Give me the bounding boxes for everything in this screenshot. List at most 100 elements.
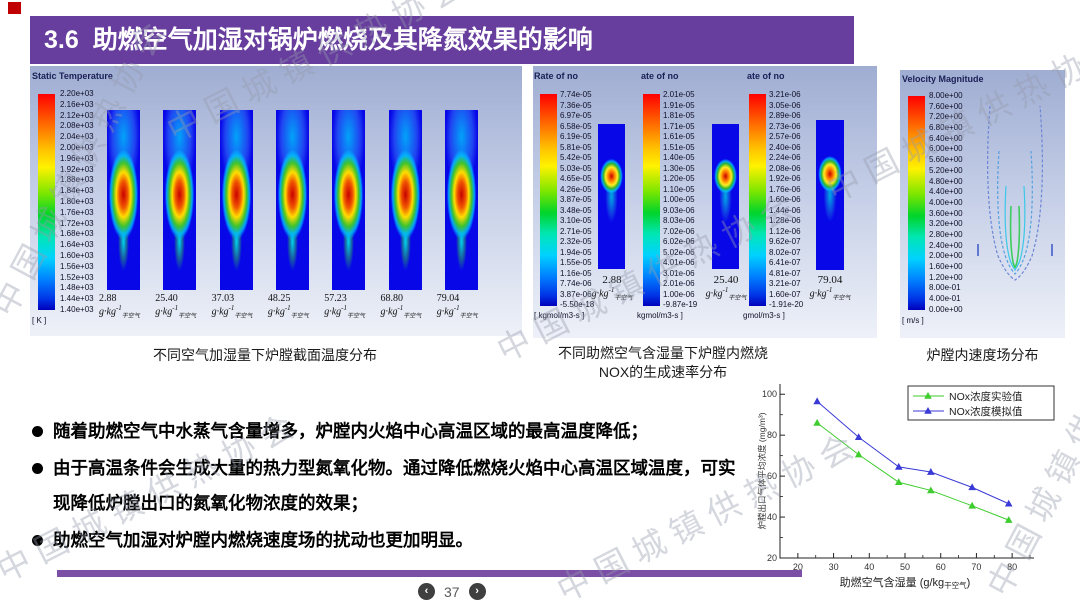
colorbar-tick-label: 1.76e+03	[60, 207, 94, 217]
colorbar-tick-label: 3.48e-05	[560, 205, 592, 215]
colorbar-tick-label: 1.28e-06	[769, 216, 801, 225]
humidity-value-label: 2.88 g·kg-1干空气	[99, 293, 140, 320]
section-number: 3.6	[44, 26, 79, 54]
slide-pager: ‹ 37 ›	[418, 583, 486, 600]
colorbar-tick-label: 2.00e+00	[929, 251, 963, 261]
data-point-marker	[1004, 516, 1013, 523]
y-tick-label: 100	[762, 389, 777, 399]
streamline-outer	[987, 105, 1043, 281]
colorbar-tick-label: 1.61e-05	[663, 132, 695, 141]
velocity-colorbar-scale: 8.00e+00 7.60e+00 7.20e+00 6.80e+00 6.40e+00…	[929, 92, 963, 314]
colorbar-tick-label: 6.58e-05	[560, 121, 592, 131]
x-tick-label: 60	[936, 562, 946, 572]
colorbar-title: ate of no	[747, 71, 785, 81]
colorbar-tick-label: 4.80e+00	[929, 176, 963, 186]
colorbar-tick-label: 1.64e+03	[60, 240, 94, 250]
colorbar-tick-label: 6.00e+00	[929, 144, 963, 154]
colorbar-tick-label: 6.80e+00	[929, 123, 963, 133]
bullet-icon	[32, 535, 43, 546]
bullet-item: 由于高温条件会生成大量的热力型氮氧化物。通过降低燃烧火焰中心高温区域温度，可实现…	[30, 451, 752, 521]
colorbar-tick-label: 1.56e+03	[60, 261, 94, 271]
colorbar-tick-label: -1.91e-20	[769, 300, 804, 309]
colorbar-tick-label: 5.42e-05	[560, 153, 592, 162]
colorbar-tick-label: 2.01e-06	[663, 279, 695, 288]
colorbar-tick-label: 3.20e+00	[929, 219, 963, 229]
colorbar-tick-label: 1.12e-06	[769, 226, 801, 236]
prev-slide-button[interactable]: ‹	[418, 583, 435, 600]
x-tick-label: 40	[864, 562, 874, 572]
temperature-colorbar	[38, 94, 55, 310]
colorbar-tick-label: 5.81e-05	[560, 142, 592, 152]
colorbar-tick-label: 3.60e+00	[929, 208, 963, 218]
velocity-streamlines	[977, 105, 1053, 281]
colorbar-tick-label: 2.80e+00	[929, 229, 963, 239]
flame-contour	[163, 110, 197, 290]
colorbar-tick-label: 2.01e-05	[663, 90, 695, 99]
colorbar-tick-label: 6.02e-06	[663, 237, 695, 246]
y-axis-label: 炉膛出口气体平均浓度 (mg/m³)	[757, 412, 767, 529]
colorbar-tick-label: 2.16e+03	[60, 99, 94, 109]
colorbar-tick-label: 1.96e+03	[60, 153, 94, 163]
colorbar-tick-label: 4.40e+00	[929, 187, 963, 197]
corner-red-square	[8, 2, 21, 14]
data-point-marker	[924, 392, 932, 399]
flame-contour	[275, 110, 309, 290]
colorbar-tick-label: 1.20e+00	[929, 272, 963, 282]
colorbar-tick-label: 8.02e-07	[769, 247, 801, 257]
temperature-contour-column: 2.88 g·kg-1干空气	[99, 110, 140, 319]
temperature-contour-column: 68.80 g·kg-1干空气	[381, 110, 422, 319]
colorbar-tick-label: 2.71e-05	[560, 226, 592, 236]
temperature-columns: 2.88 g·kg-1干空气 25.40 g·kg-1干空气 37.03 g·kg-1干空…	[99, 110, 517, 336]
no-rate-colorbar-2	[643, 94, 660, 306]
colorbar-tick-label: 3.87e-05	[560, 195, 592, 204]
x-tick-label: 80	[1007, 562, 1017, 572]
data-point-marker	[927, 468, 935, 475]
temperature-contour-column: 25.40 g·kg-1干空气	[155, 110, 197, 319]
colorbar-tick-label: 1.48e+03	[60, 283, 94, 293]
data-point-marker	[813, 418, 821, 426]
colorbar-tick-label: 9.03e-06	[663, 205, 695, 215]
x-tick-label: 50	[900, 562, 910, 572]
humidity-value-label: 37.03 g·kg-1干空气	[211, 293, 253, 320]
colorbar-tick-label: 1.00e-05	[663, 195, 695, 204]
streamline-mid	[997, 150, 1033, 275]
data-point-marker	[924, 407, 932, 414]
no-rate-contour-column-3	[816, 120, 844, 270]
colorbar-tick-label: 7.74e-05	[560, 90, 592, 99]
colorbar-tick-label: 6.40e+00	[929, 133, 963, 143]
colorbar-tick-label: 4.01e-06	[663, 258, 695, 267]
colorbar-title: Rate of no	[534, 71, 578, 81]
data-point-marker	[927, 486, 935, 494]
humidity-value-label: 68.80 g·kg-1干空气	[380, 293, 422, 320]
colorbar-tick-label: 1.44e+03	[60, 294, 94, 304]
y-tick-label: 80	[767, 430, 777, 440]
colorbar-tick-label: 7.74e-06	[560, 279, 592, 288]
velocity-colorbar-unit: [ m/s ]	[902, 316, 924, 325]
legend-box	[907, 385, 1055, 421]
y-tick-label: 60	[767, 471, 777, 481]
colorbar-tick-label: 5.60e+00	[929, 155, 963, 165]
colorbar-tick-label: 2.32e-05	[560, 237, 592, 246]
colorbar-title: ate of no	[641, 71, 679, 81]
colorbar-tick-label: 1.20e-05	[663, 174, 695, 183]
next-slide-button[interactable]: ›	[468, 583, 486, 600]
colorbar-tick-label: 1.91e-05	[663, 100, 695, 110]
temperature-contour-column: 79.04 g·kg-1干空气	[437, 110, 478, 319]
colorbar-tick-label: 1.44e-06	[769, 205, 801, 215]
no-rate-colorbar-unit-3: gmol/m3-s ]	[743, 311, 785, 320]
velocity-colorbar	[908, 96, 925, 310]
flame-contour	[332, 110, 366, 290]
colorbar-tick-label: 6.41e-07	[769, 258, 801, 267]
colorbar-tick-label: 1.72e+03	[60, 218, 94, 228]
slide-title: 3.6 助燃空气加湿对锅炉燃烧及其降氮效果的影响	[30, 16, 854, 64]
bullet-icon	[32, 426, 43, 437]
legend-label: NOx浓度实验值	[949, 390, 1023, 403]
colorbar-title: Velocity Magnitude	[902, 74, 984, 84]
temperature-colorbar-unit: [ K ]	[32, 316, 47, 325]
x-tick-label: 20	[793, 562, 803, 572]
slide-title-text: 助燃空气加湿对锅炉燃烧及其降氮效果的影响	[92, 26, 593, 54]
colorbar-tick-label: 1.30e-05	[663, 163, 695, 173]
temperature-contour-column: 48.25 g·kg-1干空气	[268, 110, 309, 319]
bullet-text: 助燃空气加湿对炉膛内燃烧速度场的扰动也更加明显。	[53, 530, 473, 550]
x-tick-label: 70	[971, 562, 981, 572]
